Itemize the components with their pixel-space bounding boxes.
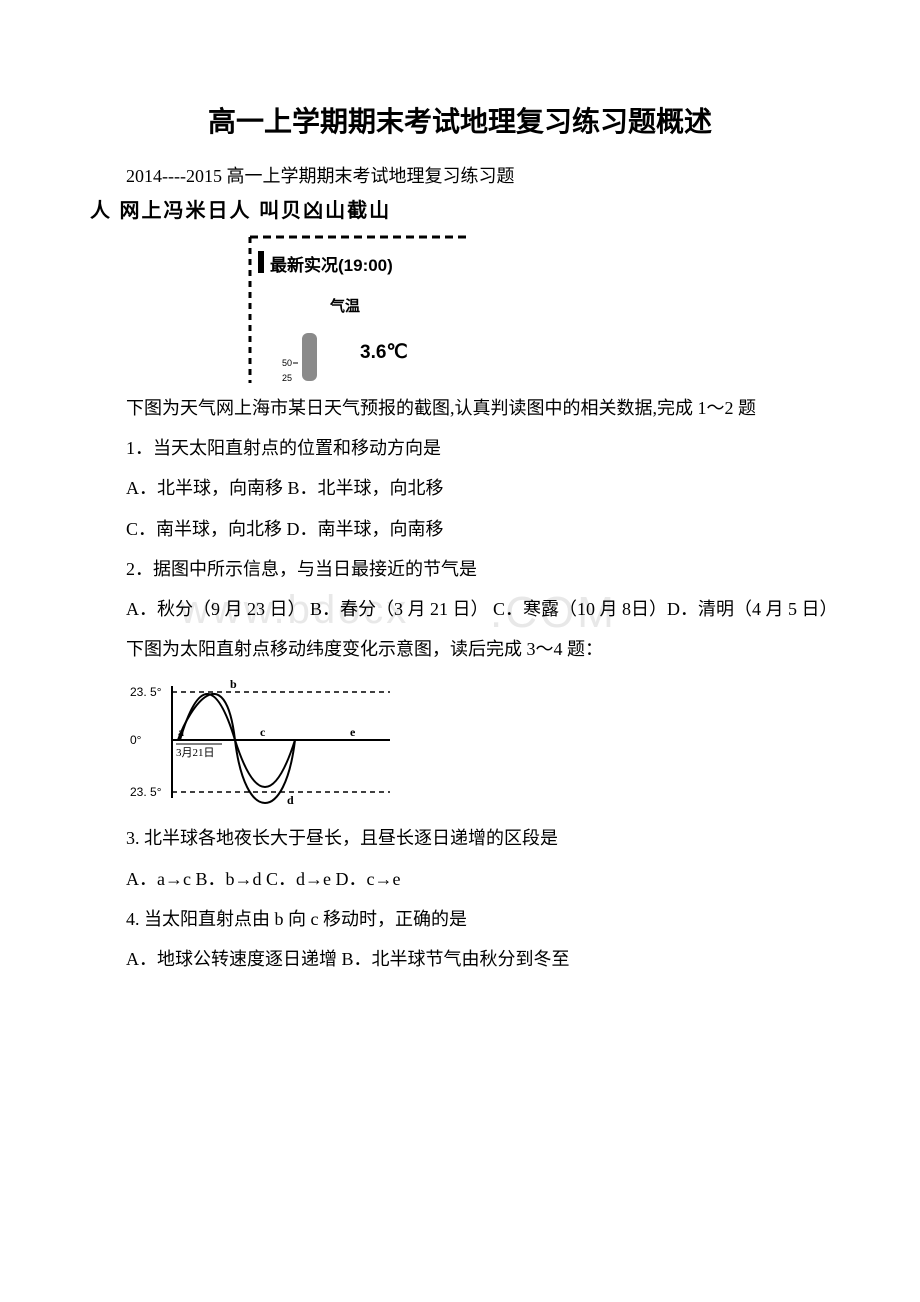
q1-opt-ab: A．北半球，向南移 B．北半球，向北移 — [90, 471, 830, 505]
date-label: 3月21日 — [176, 747, 215, 759]
q4-stem: 4. 当太阳直射点由 b 向 c 移动时，正确的是 — [90, 902, 830, 936]
subtitle: 2014----2015 高一上学期期末考试地理复习练习题 — [90, 162, 830, 188]
temp-value: 3.6℃ — [360, 342, 408, 363]
point-a: a — [178, 725, 184, 739]
page-title: 高一上学期期末考试地理复习练习题概述 — [90, 100, 830, 140]
lat-bot: 23. 5° — [130, 785, 162, 799]
point-d: d — [287, 793, 294, 806]
intro-2: 下图为太阳直射点移动纬度变化示意图，读后完成 3～4 题： — [90, 632, 830, 666]
declination-svg: 23. 5° 0° 23. 5° a b c d e 3月21日 — [130, 676, 400, 806]
tick-50: 50 — [282, 358, 292, 368]
tick-25: 25 — [282, 373, 292, 383]
q3-opts: A．a→c B．b→d C．d→e D．c→e — [90, 862, 830, 896]
q3-stem: 3. 北半球各地夜长大于昼长，且昼长逐日递增的区段是 — [90, 821, 830, 855]
temp-label: 气温 — [329, 297, 360, 315]
temp-bar — [302, 333, 317, 381]
garbled-header: 人 网上冯米日人 叫贝凶山截山 — [90, 194, 830, 223]
lat-top: 23. 5° — [130, 685, 162, 699]
point-c: c — [260, 725, 266, 739]
weather-header: 最新实况(19:00) — [270, 255, 393, 275]
q4-opts: A．地球公转速度逐日递增 B．北半球节气由秋分到冬至 — [90, 942, 830, 976]
q1-opt-cd: C．南半球，向北移 D．南半球，向南移 — [90, 512, 830, 546]
q2-stem: 2．据图中所示信息，与当日最接近的节气是 — [90, 552, 830, 586]
intro-1: 下图为天气网上海市某日天气预报的截图,认真判读图中的相关数据,完成 1～2 题 — [90, 391, 830, 425]
weather-svg: 最新实况(19:00) 气温 50 25 3.6℃ — [210, 233, 490, 383]
point-b: b — [230, 677, 237, 691]
sun-declination-chart: 23. 5° 0° 23. 5° a b c d e 3月21日 — [130, 676, 830, 811]
q1-stem: 1．当天太阳直射点的位置和移动方向是 — [90, 431, 830, 465]
weather-screenshot: 最新实况(19:00) 气温 50 25 3.6℃ — [210, 233, 490, 383]
q2-opts: A．秋分（9 月 23 日） B．春分（3 月 21 日） C．寒露（10 月 … — [90, 592, 830, 626]
lat-mid: 0° — [130, 733, 142, 747]
point-e: e — [350, 725, 356, 739]
